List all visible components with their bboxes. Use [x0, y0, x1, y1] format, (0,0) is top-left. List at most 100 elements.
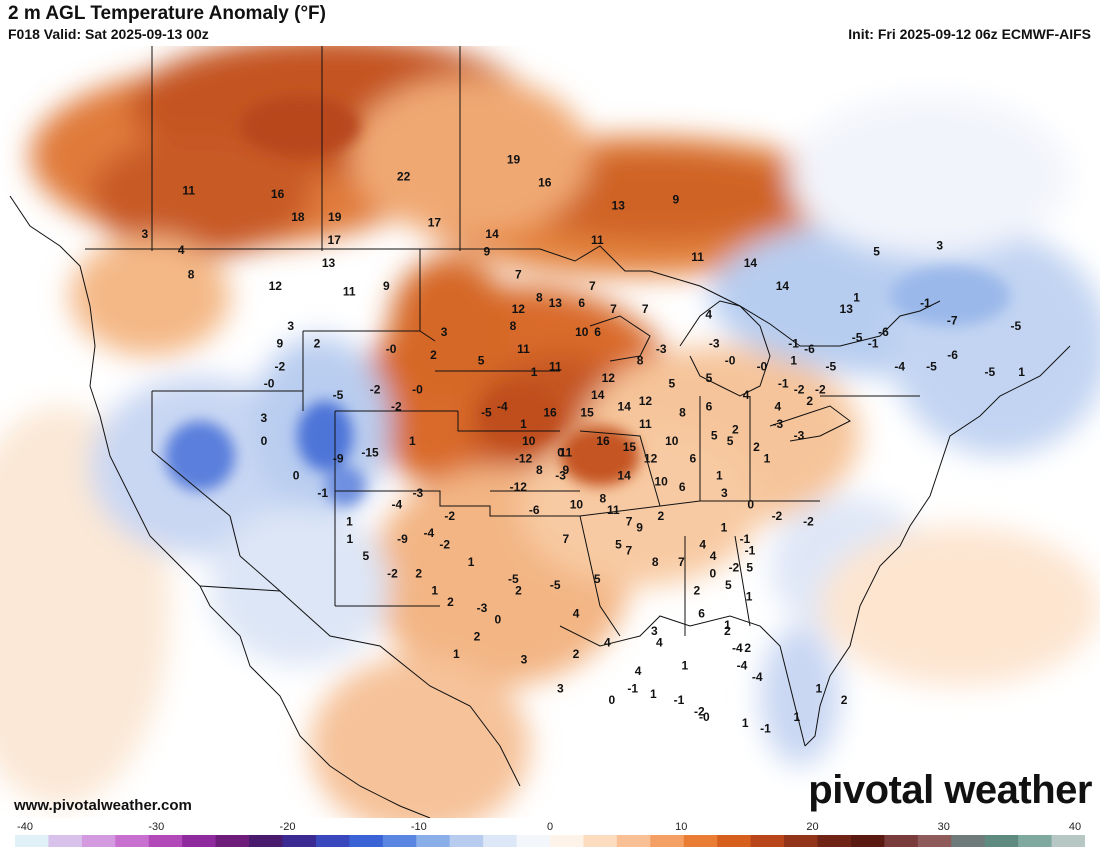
anomaly-value-label: 9 [672, 193, 679, 207]
anomaly-value-label: 6 [679, 480, 686, 494]
anomaly-value-label: 11 [639, 417, 652, 431]
anomaly-value-label: -12 [515, 451, 533, 465]
anomaly-value-label: 13 [612, 198, 626, 212]
anomaly-value-label: -2 [694, 704, 705, 718]
anomaly-value-label: -2 [772, 509, 783, 523]
anomaly-value-label: 8 [652, 555, 659, 569]
anomaly-value-label: -1 [788, 336, 799, 350]
anomaly-value-label: -3 [709, 336, 720, 350]
anomaly-value-label: -1 [868, 336, 879, 350]
anomaly-value-label: 18 [291, 210, 305, 224]
colorbar-swatch [984, 835, 1019, 847]
anomaly-value-label: -5 [1010, 319, 1021, 333]
colorbar-swatch [884, 835, 919, 847]
anomaly-value-label: 4 [573, 607, 580, 621]
colorbar-swatch [583, 835, 618, 847]
anomaly-value-label: 14 [485, 227, 499, 241]
init-time: Init: Fri 2025-09-12 06z ECMWF-AIFS [848, 26, 1091, 42]
colorbar-swatch [249, 835, 283, 847]
anomaly-value-label: 0 [557, 446, 564, 460]
anomaly-value-label: 14 [591, 388, 605, 402]
anomaly-value-label: -2 [444, 509, 455, 523]
anomaly-value-label: 7 [610, 302, 617, 316]
colorbar-swatch [717, 835, 752, 847]
anomaly-value-label: -2 [391, 400, 402, 414]
anomaly-value-label: 15 [623, 440, 637, 454]
anomaly-value-label: 4 [635, 664, 642, 678]
anomaly-value-label: 2 [693, 584, 700, 598]
anomaly-value-label: -1 [778, 377, 789, 391]
anomaly-value-label: 5 [725, 578, 732, 592]
colorbar-swatch [1018, 835, 1053, 847]
anomaly-value-label: 5 [615, 538, 622, 552]
anomaly-value-label: -9 [397, 532, 408, 546]
colorbar-swatch [1051, 835, 1086, 847]
colorbar-tick-label: -40 [17, 821, 33, 833]
anomaly-value-label: 8 [536, 463, 543, 477]
anomaly-value-label: -4 [423, 526, 434, 540]
anomaly-value-label: -5 [926, 359, 937, 373]
header: 2 m AGL Temperature Anomaly (°F) F018 Va… [0, 0, 1100, 46]
anomaly-value-label: -2 [803, 515, 814, 529]
colorbar-tick-label: 10 [675, 821, 687, 833]
anomaly-value-label: 6 [594, 325, 601, 339]
anomaly-value-label: -3 [477, 601, 488, 615]
anomaly-value-label: 7 [626, 543, 633, 557]
anomaly-value-label: -6 [947, 348, 958, 362]
anomaly-value-label: -1 [740, 532, 751, 546]
anomaly-value-label: 8 [637, 354, 644, 368]
anomaly-value-label: -2 [815, 382, 826, 396]
anomaly-value-label: 12 [269, 279, 283, 293]
colorbar-swatch [784, 835, 818, 847]
anomaly-value-label: -15 [361, 446, 379, 460]
anomaly-value-label: -2 [439, 538, 450, 552]
colorbar-tick-label: -10 [411, 821, 427, 833]
anomaly-value-label: 4 [743, 388, 750, 402]
anomaly-value-label: 1 [742, 716, 749, 730]
anomaly-value-label: -9 [333, 451, 344, 465]
anomaly-value-label: 2 [515, 584, 522, 598]
anomaly-value-label: 7 [515, 267, 522, 281]
anomaly-value-label: -4 [732, 641, 743, 655]
anomaly-value-label: 14 [744, 256, 758, 270]
anomaly-value-label: 12 [639, 394, 653, 408]
colorbar-swatch [850, 835, 885, 847]
anomaly-value-label: 17 [428, 216, 442, 230]
anomaly-value-label: 1 [650, 687, 657, 701]
colorbar-swatch [148, 835, 183, 847]
anomaly-value-label: -4 [894, 359, 905, 373]
anomaly-value-label: 1 [853, 290, 860, 304]
anomaly-value-label: 3 [721, 486, 728, 500]
anomaly-value-label: 7 [642, 302, 649, 316]
anomaly-value-label: 1 [453, 647, 460, 661]
colorbar-swatch [15, 835, 49, 847]
anomaly-value-label: 14 [618, 400, 632, 414]
anomaly-value-label: 3 [260, 411, 267, 425]
anomaly-value-label: 16 [596, 434, 610, 448]
anomaly-value-label: 8 [536, 290, 543, 304]
anomaly-value-label: 8 [510, 319, 517, 333]
anomaly-value-label: 2 [314, 336, 321, 350]
anomaly-value-label: 9 [383, 279, 390, 293]
anomaly-map: 11 3 4 8 16 18 19 17 13 12 11 9 22 19 16 17 14 9 7 13 9 11 11 1… [0, 46, 1100, 818]
anomaly-value-label: 16 [543, 405, 557, 419]
anomaly-value-label: 17 [328, 233, 342, 247]
anomaly-value-label: 16 [538, 175, 552, 189]
anomaly-value-label: 19 [507, 152, 521, 166]
anomaly-value-label: 0 [609, 693, 616, 707]
anomaly-value-label: 2 [841, 693, 848, 707]
anomaly-value-label: -5 [481, 405, 492, 419]
anomaly-value-label: 11 [182, 183, 195, 197]
anomaly-value-label: 8 [679, 405, 686, 419]
anomaly-value-label: 0 [261, 434, 268, 448]
anomaly-value-label: -1 [920, 296, 931, 310]
anomaly-value-label: -1 [745, 543, 756, 557]
anomaly-value-label: -3 [772, 417, 783, 431]
anomaly-value-label: -2 [370, 382, 381, 396]
anomaly-value-label: -2 [274, 359, 285, 373]
colorbar-tick-label: 40 [1069, 821, 1081, 833]
anomaly-value-label: 1 [346, 515, 353, 529]
anomaly-value-label: 2 [415, 566, 422, 580]
